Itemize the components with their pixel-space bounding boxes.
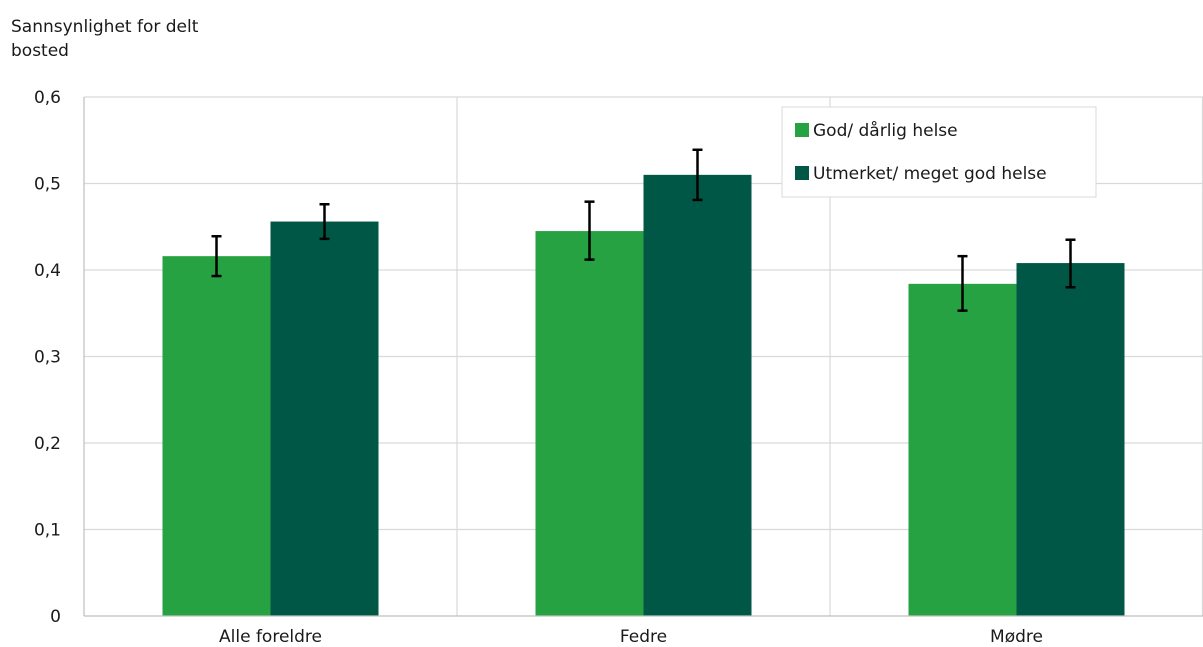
- y-axis-label-line-2: bosted: [11, 41, 69, 61]
- bar: [270, 221, 379, 616]
- bar: [162, 256, 271, 616]
- tick-labels: 0 0,1 0,2 0,3 0,4 0,5 0,6 Alle foreldre Fedre Mød…: [34, 88, 1043, 647]
- legend-swatch-1: [795, 166, 809, 180]
- bar: [908, 283, 1017, 616]
- y-tick-label: 0,3: [34, 348, 61, 368]
- legend-swatch-0: [795, 123, 809, 137]
- y-axis-label-line-1: Sannsynlighet for delt: [11, 17, 199, 37]
- bar: [1016, 263, 1125, 616]
- x-tick-label: Mødre: [990, 627, 1043, 647]
- x-tick-label: Alle foreldre: [219, 627, 322, 647]
- legend-label-0: God/ dårlig helse: [813, 120, 958, 141]
- bar: [643, 174, 752, 616]
- x-tick-label: Fedre: [620, 627, 667, 647]
- y-tick-label: 0,6: [34, 88, 61, 108]
- y-tick-label: 0,2: [34, 434, 61, 454]
- y-tick-label: 0,5: [34, 175, 61, 195]
- error-bars: [211, 148, 1076, 312]
- axes: [83, 97, 1203, 617]
- legend-label-1: Utmerket/ meget god helse: [813, 164, 1047, 184]
- y-tick-label: 0,1: [34, 521, 61, 541]
- legend-box: [781, 106, 1097, 198]
- y-tick-label: 0: [50, 607, 61, 627]
- legend: God/ dårlig helse Utmerket/ meget god he…: [781, 106, 1097, 198]
- bars: [162, 174, 1125, 616]
- bar: [535, 231, 644, 616]
- y-tick-label: 0,4: [34, 261, 61, 281]
